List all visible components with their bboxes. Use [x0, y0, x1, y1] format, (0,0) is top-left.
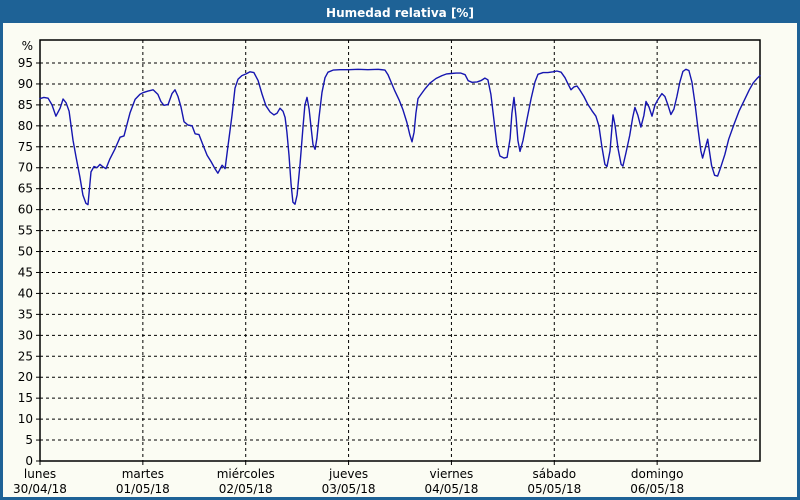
x-day-label: domingo — [631, 467, 684, 481]
y-tick-label: 10 — [18, 412, 33, 426]
x-day-label: jueves — [328, 467, 368, 481]
x-date-label: 06/05/18 — [630, 482, 684, 496]
y-tick-label: 20 — [18, 370, 33, 384]
window-title: Humedad relativa [%] — [326, 6, 474, 20]
y-tick-label: 70 — [18, 161, 33, 175]
y-tick-label: 35 — [18, 307, 33, 321]
x-day-label: sábado — [533, 467, 577, 481]
y-tick-label: 55 — [18, 224, 33, 238]
y-tick-label: 50 — [18, 245, 33, 259]
x-date-label: 02/05/18 — [219, 482, 273, 496]
x-day-label: miércoles — [217, 467, 275, 481]
y-tick-label: 60 — [18, 203, 33, 217]
y-tick-label: 95 — [18, 56, 33, 70]
y-tick-label: 75 — [18, 140, 33, 154]
y-tick-label: 80 — [18, 119, 33, 133]
window-titlebar: Humedad relativa [%] — [3, 3, 797, 23]
x-date-label: 01/05/18 — [116, 482, 170, 496]
y-tick-label: 85 — [18, 98, 33, 112]
x-date-label: 04/05/18 — [424, 482, 478, 496]
y-tick-label: 25 — [18, 349, 33, 363]
y-tick-label: 5 — [25, 433, 33, 447]
x-date-label: 03/05/18 — [322, 482, 376, 496]
y-tick-label: 40 — [18, 286, 33, 300]
y-tick-label: 90 — [18, 77, 33, 91]
y-axis-unit-label: % — [22, 39, 33, 53]
y-tick-label: 0 — [25, 454, 33, 468]
x-date-label: 05/05/18 — [527, 482, 581, 496]
humidity-line — [39, 68, 761, 206]
x-date-label: 30/04/18 — [13, 482, 67, 496]
x-day-label: martes — [122, 467, 164, 481]
plot-border — [39, 39, 761, 462]
y-tick-label: 30 — [18, 328, 33, 342]
y-tick-label: 65 — [18, 182, 33, 196]
x-day-label: viernes — [430, 467, 474, 481]
x-day-label: lunes — [24, 467, 56, 481]
y-tick-label: 45 — [18, 265, 33, 279]
y-tick-label: 15 — [18, 391, 33, 405]
